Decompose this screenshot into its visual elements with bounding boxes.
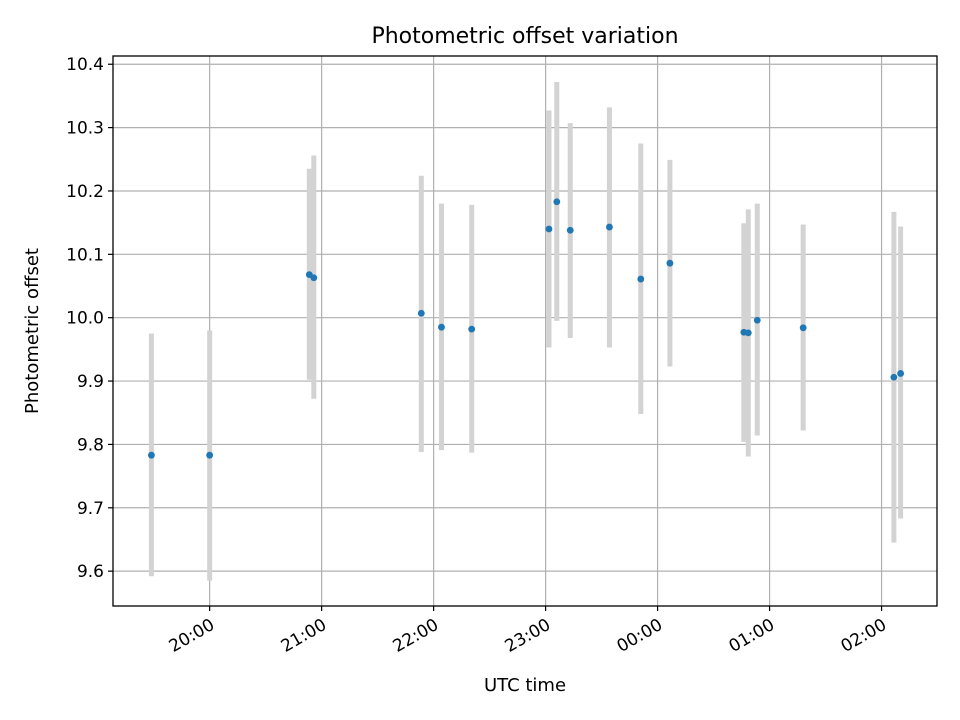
- data-point: [206, 451, 214, 459]
- data-point: [753, 316, 761, 324]
- data-point: [545, 225, 553, 233]
- x-tick-label: 00:00: [614, 615, 666, 657]
- y-tick-label: 10.0: [66, 309, 104, 329]
- y-tick-label: 10.2: [66, 182, 104, 202]
- data-point: [310, 274, 318, 282]
- data-points: [148, 198, 905, 459]
- grid: [113, 56, 937, 606]
- data-point: [417, 309, 425, 317]
- data-point: [438, 323, 445, 331]
- y-tick-label: 10.4: [66, 55, 104, 75]
- data-point: [148, 451, 155, 459]
- data-point: [468, 325, 476, 333]
- y-tick-label: 9.7: [77, 499, 104, 519]
- y-tick-label: 9.6: [77, 562, 104, 582]
- y-tick-label: 9.8: [77, 435, 104, 455]
- x-tick-label: 01:00: [726, 615, 778, 657]
- chart-title: Photometric offset variation: [371, 24, 678, 49]
- data-point: [897, 370, 905, 377]
- plot-frame: [112, 55, 938, 607]
- data-point: [666, 259, 674, 267]
- y-tick-label: 10.1: [66, 245, 104, 265]
- x-tick-label: 22:00: [390, 615, 442, 657]
- data-point: [553, 198, 561, 206]
- x-axis-label: UTC time: [484, 675, 566, 696]
- data-point: [566, 226, 574, 234]
- y-tick-label: 9.9: [77, 372, 104, 392]
- x-tick-label: 02:00: [838, 615, 890, 657]
- y-tick-label: 10.3: [66, 119, 104, 139]
- error-bars: [148, 81, 904, 581]
- x-tick-label: 23:00: [502, 615, 554, 657]
- y-axis-label: Photometric offset: [22, 248, 43, 414]
- y-axis-ticks: 9.6 9.7 9.8 9.9 10.0 10.1 10.2 10.3 10.4: [66, 55, 113, 582]
- x-tick-label: 20:00: [166, 615, 218, 657]
- x-tick-label: 21:00: [278, 615, 330, 657]
- data-point: [637, 275, 645, 283]
- data-point: [744, 329, 752, 337]
- data-point: [606, 223, 613, 231]
- data-point: [890, 373, 898, 381]
- x-axis-ticks: 20:00 21:00 22:00 23:00 00:00 01:00 02:00: [166, 606, 890, 657]
- data-point: [799, 324, 807, 332]
